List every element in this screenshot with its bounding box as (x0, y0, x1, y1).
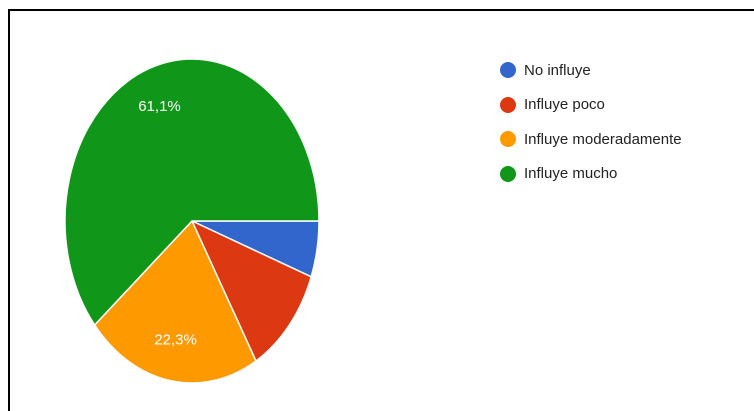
legend-item[interactable]: Influye poco (500, 93, 682, 117)
slice-data-label: 61,1% (138, 98, 181, 115)
legend-swatch-icon (500, 96, 516, 113)
slice-data-label: 22,3% (154, 332, 197, 349)
legend-swatch-icon (500, 62, 516, 78)
legend-label: Influye mucho (524, 165, 618, 182)
legend: No influye Influye poco Influye moderadame… (500, 58, 682, 196)
pie-slice-influye-mucho (64, 58, 320, 327)
legend-swatch-icon (500, 131, 516, 147)
legend-item[interactable]: No influye (500, 58, 682, 82)
legend-label: Influye moderadamente (524, 130, 682, 148)
legend-label: No influye (524, 61, 591, 79)
pie-slice-influye-moderadamente (93, 219, 257, 384)
legend-item[interactable]: Influye mucho (500, 162, 682, 186)
legend-label: Influye poco (524, 96, 605, 113)
pie-slice-influye-poco (190, 219, 313, 363)
legend-swatch-icon (500, 165, 516, 182)
legend-item[interactable]: Influye moderadamente (500, 127, 682, 151)
